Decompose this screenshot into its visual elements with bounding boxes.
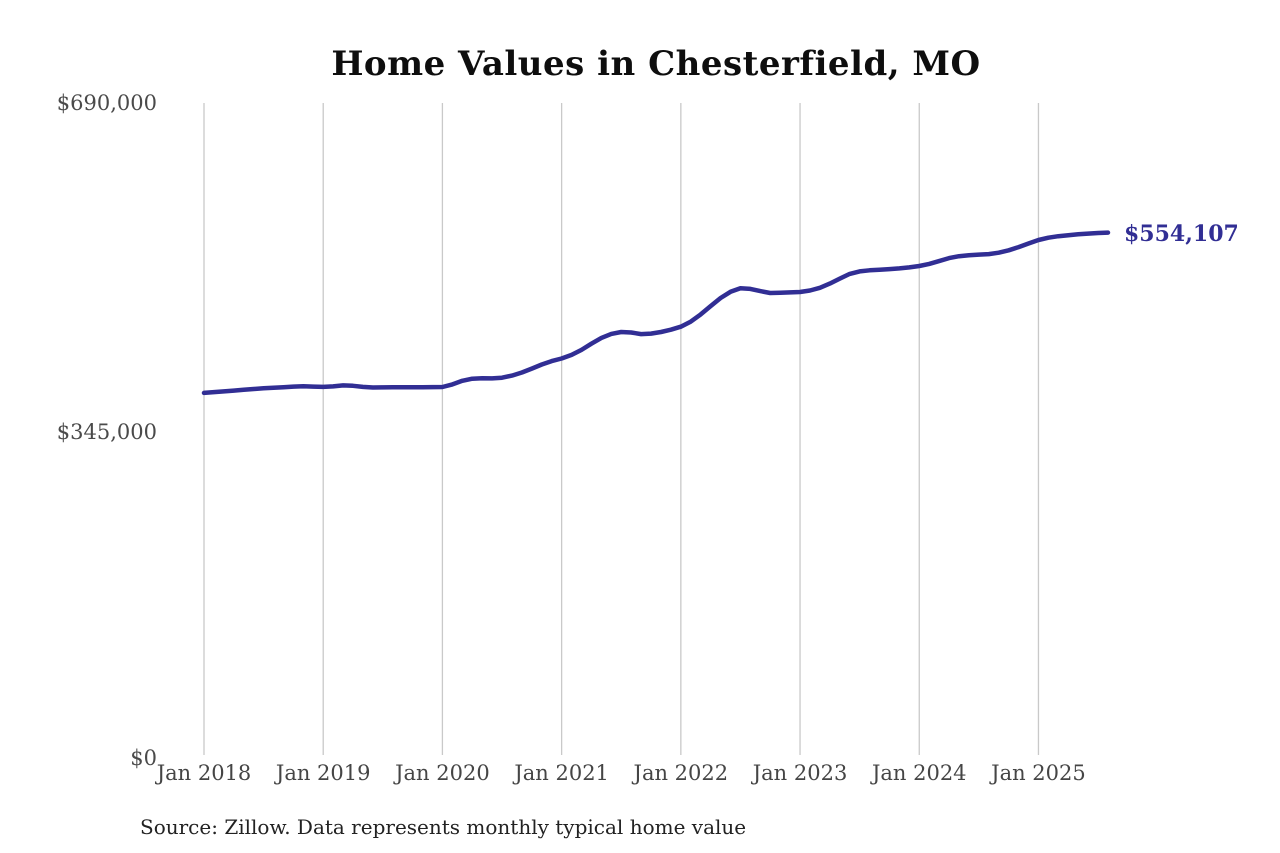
y-axis-tick-label: $345,000 — [56, 420, 157, 444]
x-axis-tick-label: Jan 2020 — [395, 761, 490, 785]
latest-value-label: $554,107 — [1124, 220, 1239, 247]
x-axis-tick-label: Jan 2018 — [156, 761, 252, 785]
x-axis-tick-label: Jan 2019 — [275, 761, 371, 785]
x-axis-tick-label: Jan 2021 — [514, 761, 609, 785]
chart-title: Home Values in Chesterfield, MO — [331, 44, 981, 84]
x-axis-tick-label: Jan 2023 — [752, 761, 848, 785]
x-axis-tick-label: Jan 2025 — [991, 761, 1086, 785]
x-axis-tick-label: Jan 2024 — [871, 761, 967, 785]
x-axis-tick-label: Jan 2022 — [633, 761, 729, 785]
y-axis-tick-label: $690,000 — [56, 91, 157, 115]
home-value-line — [201, 230, 1111, 396]
source-note: Source: Zillow. Data represents monthly … — [140, 815, 747, 839]
y-axis-tick-label: $0 — [130, 746, 157, 770]
